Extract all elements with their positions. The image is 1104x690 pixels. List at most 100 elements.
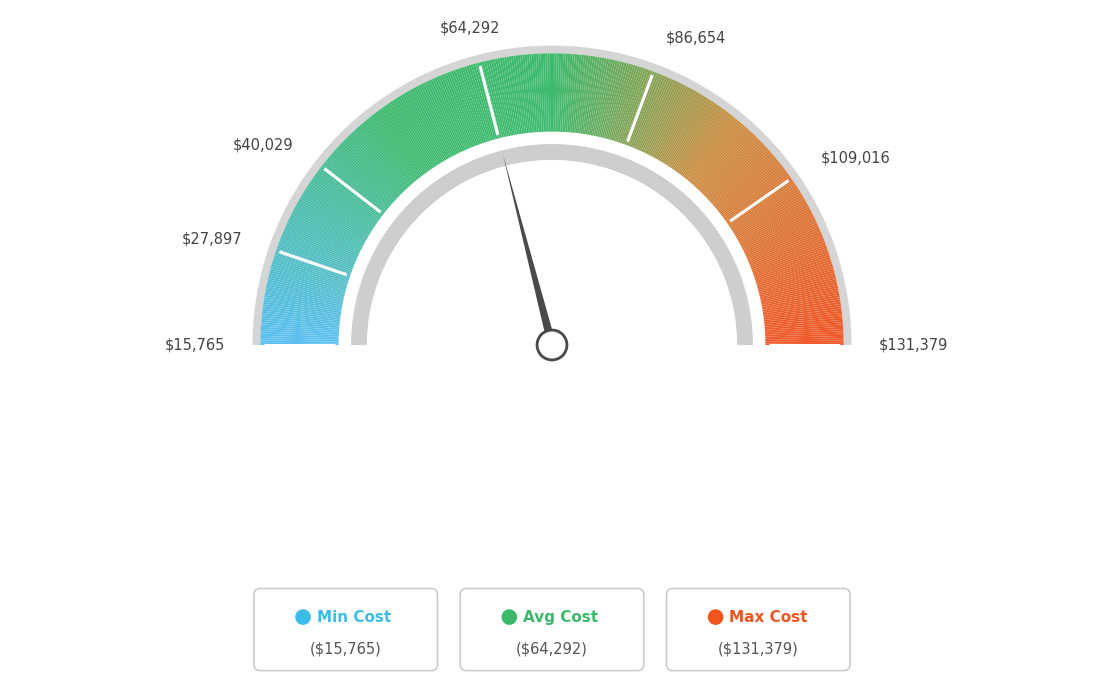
Wedge shape — [390, 101, 435, 168]
Wedge shape — [367, 160, 737, 345]
Wedge shape — [719, 163, 781, 213]
Wedge shape — [667, 99, 710, 166]
Wedge shape — [763, 302, 841, 315]
Wedge shape — [270, 268, 347, 290]
Wedge shape — [261, 338, 339, 342]
Wedge shape — [342, 140, 400, 197]
Wedge shape — [351, 132, 406, 190]
Wedge shape — [711, 150, 771, 204]
Wedge shape — [414, 87, 453, 157]
Wedge shape — [742, 213, 813, 250]
Wedge shape — [638, 78, 672, 150]
Wedge shape — [751, 239, 825, 270]
Wedge shape — [619, 68, 647, 143]
Wedge shape — [326, 159, 388, 210]
Wedge shape — [443, 74, 474, 147]
Wedge shape — [737, 201, 806, 241]
Wedge shape — [330, 154, 391, 206]
Wedge shape — [743, 215, 814, 251]
Wedge shape — [662, 95, 704, 163]
Wedge shape — [344, 139, 401, 195]
Wedge shape — [371, 115, 422, 177]
Wedge shape — [361, 124, 413, 184]
Wedge shape — [713, 154, 774, 206]
Wedge shape — [750, 235, 824, 266]
Wedge shape — [261, 340, 339, 344]
Wedge shape — [459, 68, 486, 143]
Wedge shape — [548, 53, 550, 132]
Wedge shape — [755, 255, 830, 281]
Wedge shape — [318, 170, 381, 218]
Wedge shape — [280, 235, 354, 266]
Wedge shape — [454, 70, 481, 144]
Wedge shape — [417, 85, 455, 156]
Wedge shape — [651, 87, 690, 157]
Wedge shape — [707, 144, 765, 199]
Wedge shape — [765, 322, 843, 330]
Wedge shape — [754, 250, 829, 277]
Wedge shape — [554, 53, 556, 132]
Wedge shape — [587, 57, 602, 135]
Circle shape — [539, 331, 565, 359]
Wedge shape — [721, 166, 784, 215]
Wedge shape — [626, 71, 655, 146]
Wedge shape — [278, 242, 352, 271]
FancyBboxPatch shape — [460, 589, 644, 671]
Wedge shape — [297, 202, 365, 242]
Wedge shape — [290, 215, 361, 251]
Wedge shape — [633, 75, 664, 148]
Wedge shape — [756, 262, 832, 286]
Wedge shape — [682, 115, 733, 177]
Wedge shape — [629, 73, 659, 146]
Wedge shape — [300, 197, 369, 238]
Wedge shape — [741, 208, 810, 246]
Wedge shape — [518, 55, 529, 133]
Wedge shape — [641, 80, 676, 152]
Wedge shape — [764, 306, 841, 318]
Wedge shape — [386, 104, 432, 170]
Wedge shape — [637, 77, 670, 150]
Wedge shape — [753, 246, 827, 275]
Wedge shape — [678, 109, 725, 173]
Wedge shape — [279, 239, 353, 270]
Wedge shape — [569, 55, 577, 132]
Wedge shape — [479, 62, 500, 138]
Wedge shape — [720, 164, 783, 214]
Wedge shape — [571, 55, 580, 132]
Wedge shape — [527, 55, 535, 132]
Wedge shape — [664, 97, 707, 164]
Wedge shape — [601, 61, 620, 137]
Wedge shape — [733, 190, 800, 233]
Wedge shape — [535, 54, 542, 132]
Wedge shape — [275, 250, 350, 277]
Wedge shape — [455, 69, 482, 144]
Wedge shape — [654, 88, 692, 158]
Wedge shape — [274, 257, 349, 282]
Wedge shape — [432, 78, 466, 150]
Wedge shape — [277, 246, 351, 275]
Wedge shape — [291, 213, 362, 250]
Wedge shape — [481, 61, 502, 138]
Wedge shape — [424, 82, 459, 153]
Wedge shape — [705, 142, 763, 198]
Wedge shape — [520, 55, 530, 133]
Wedge shape — [468, 65, 492, 141]
Wedge shape — [732, 189, 799, 232]
Wedge shape — [712, 152, 773, 205]
Wedge shape — [338, 146, 396, 200]
Wedge shape — [264, 297, 341, 312]
Wedge shape — [742, 210, 811, 248]
Wedge shape — [319, 168, 382, 217]
Wedge shape — [272, 264, 347, 287]
Circle shape — [295, 609, 311, 625]
Wedge shape — [605, 63, 627, 139]
Wedge shape — [670, 103, 715, 168]
Wedge shape — [268, 275, 344, 295]
Wedge shape — [744, 219, 816, 254]
Text: $15,765: $15,765 — [164, 337, 225, 353]
Wedge shape — [368, 117, 418, 179]
Wedge shape — [285, 225, 358, 259]
Wedge shape — [264, 295, 342, 310]
Wedge shape — [716, 159, 778, 210]
Wedge shape — [346, 137, 402, 194]
